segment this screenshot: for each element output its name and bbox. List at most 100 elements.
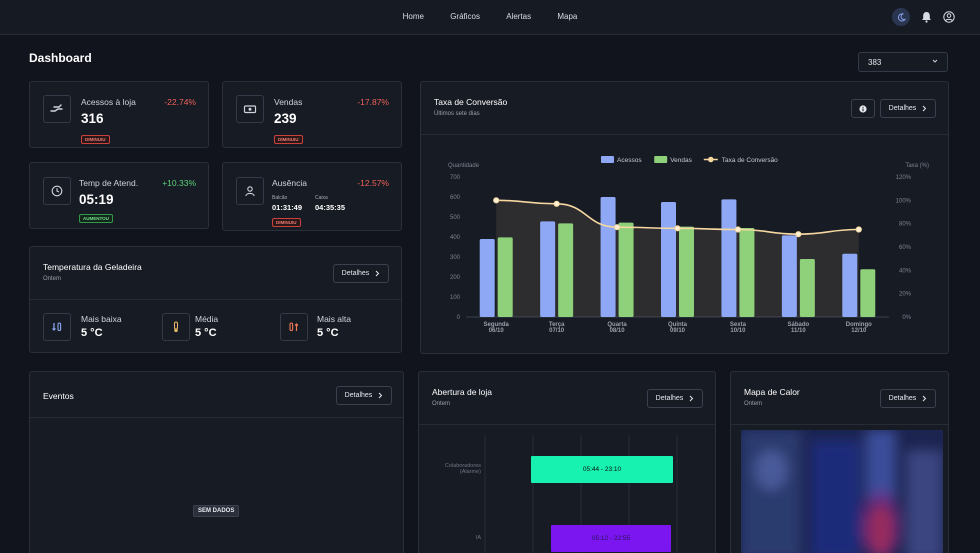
conversion-point xyxy=(553,200,560,207)
person-icon xyxy=(236,177,264,205)
kpi-change: -17.87% xyxy=(357,97,389,107)
info-button[interactable] xyxy=(851,99,875,118)
card-subtitle: Últimos sete dias xyxy=(434,111,480,117)
y-tick-label: 600 xyxy=(450,195,461,201)
bar-vendas xyxy=(679,226,694,317)
bar-acessos xyxy=(540,221,556,317)
top-bar: Home Gráficos Alertas Mapa xyxy=(0,0,980,35)
divider xyxy=(421,134,948,135)
bar-vendas xyxy=(860,269,876,317)
button-label: Detalhes xyxy=(655,395,684,402)
sub-value-caixa: 04:35:35 xyxy=(315,203,346,212)
store-select-value: 383 xyxy=(868,58,882,67)
bar-acessos xyxy=(600,197,616,317)
dark-mode-toggle[interactable] xyxy=(892,8,910,26)
y2-tick-label: 40% xyxy=(899,268,912,274)
x-tick-label: Sexta xyxy=(730,322,747,328)
nav-alertas[interactable]: Alertas xyxy=(506,12,532,21)
chevron-down-icon xyxy=(932,59,938,63)
bar-acessos xyxy=(781,235,797,317)
chevron-right-icon xyxy=(922,105,927,112)
kpi-change: -12.57% xyxy=(357,178,389,188)
kpi-label: Vendas xyxy=(274,97,303,107)
cash-icon xyxy=(236,95,264,123)
bar-vendas xyxy=(739,228,755,317)
temperature-details-button[interactable]: Detalhes xyxy=(333,264,389,283)
y2-tick-label: 100% xyxy=(896,198,912,204)
x-tick-label: Segunda xyxy=(484,322,510,328)
kpi-card-acessos: Acessos à loja -22.74% 316 DIMINUIU xyxy=(29,81,209,148)
conversion-details-button[interactable]: Detalhes xyxy=(880,99,936,118)
button-label: Detalhes xyxy=(341,270,370,277)
card-subtitle: Ontem xyxy=(744,401,763,407)
chevron-right-icon xyxy=(378,392,383,399)
divider xyxy=(419,424,715,425)
events-details-button[interactable]: Detalhes xyxy=(336,386,392,405)
y-tick-label: 700 xyxy=(450,175,461,181)
store-select[interactable]: 383 xyxy=(858,52,948,72)
conversion-area xyxy=(496,200,859,317)
button-label: Detalhes xyxy=(344,392,373,399)
bar-acessos xyxy=(661,202,676,317)
divider xyxy=(30,417,403,418)
gantt-row-label: Colaboradores (Alarme) xyxy=(444,463,481,475)
nav-home[interactable]: Home xyxy=(402,12,424,21)
bar-vendas xyxy=(497,237,513,317)
divider xyxy=(731,424,948,425)
y-tick-label: 0 xyxy=(457,315,461,321)
user-circle-icon xyxy=(943,11,955,23)
y-tick-label: 400 xyxy=(450,235,461,241)
bar-acessos xyxy=(842,253,858,317)
bar-vendas xyxy=(799,259,815,317)
temperature-card: Temperatura da Geladeira Ontem Detalhes … xyxy=(29,246,402,353)
x-tick-label: 11/10 xyxy=(791,328,806,334)
legend-swatch xyxy=(654,156,668,163)
bar-vendas xyxy=(618,222,634,317)
x-tick-label: 06/10 xyxy=(489,328,505,334)
x-tick-label: 09/10 xyxy=(670,328,686,334)
opening-details-button[interactable]: Detalhes xyxy=(647,389,703,408)
y2-tick-label: 0% xyxy=(902,315,911,321)
card-title: Eventos xyxy=(43,391,74,401)
gantt-row-label: IA xyxy=(475,535,481,541)
status-badge: AUMENTOU xyxy=(79,214,113,223)
empty-state-badge: SEM DADOS xyxy=(193,505,240,517)
conversion-card: Taxa de Conversão Últimos sete dias Deta… xyxy=(420,81,949,354)
temp-label: Mais alta xyxy=(317,314,352,324)
x-tick-label: Sábado xyxy=(788,322,810,328)
kpi-label: Temp de Atend. xyxy=(79,178,139,188)
user-menu-button[interactable] xyxy=(942,10,956,24)
conversion-point xyxy=(795,231,802,238)
gantt-bar-colaboradores: 05:44 - 23:10 xyxy=(531,456,673,483)
card-title: Abertura de loja xyxy=(432,387,493,397)
conversion-chart: Quantidade Taxa (%) Acessos Vendas Taxa de C… xyxy=(448,156,929,334)
temp-value: 5 °C xyxy=(317,327,339,339)
legend-label: Acessos xyxy=(617,157,642,164)
kpi-label: Acessos à loja xyxy=(81,97,136,107)
card-subtitle: Ontem xyxy=(432,401,451,407)
main-nav: Home Gráficos Alertas Mapa xyxy=(0,12,980,21)
conversion-point xyxy=(493,197,500,204)
heatmap-details-button[interactable]: Detalhes xyxy=(880,389,936,408)
kpi-value: 316 xyxy=(81,111,104,126)
events-card: Eventos Detalhes SEM DADOS xyxy=(29,371,404,553)
divider xyxy=(30,299,401,300)
conversion-point xyxy=(613,224,621,231)
nav-mapa[interactable]: Mapa xyxy=(557,12,578,21)
notifications-button[interactable] xyxy=(919,10,933,24)
x-tick-label: 12/10 xyxy=(851,328,867,334)
x-tick-label: Terça xyxy=(549,322,565,328)
sub-label-caixa: Caixa xyxy=(315,195,328,201)
hand-icon xyxy=(43,95,71,123)
legend-swatch xyxy=(601,156,614,163)
kpi-label: Ausência xyxy=(272,178,307,188)
button-label: Detalhes xyxy=(888,395,917,402)
nav-graficos[interactable]: Gráficos xyxy=(450,12,480,21)
y-tick-label: 200 xyxy=(450,275,461,281)
kpi-card-tempo-atendimento: Temp de Atend. +10.33% 05:19 AUMENTOU xyxy=(29,162,209,229)
heatmap-image xyxy=(741,430,943,553)
kpi-change: -22.74% xyxy=(164,97,196,107)
status-badge: DIMINUIU xyxy=(81,135,110,144)
y2-axis-title: Taxa (%) xyxy=(905,163,929,169)
status-badge: DIMINUIU xyxy=(274,135,303,144)
